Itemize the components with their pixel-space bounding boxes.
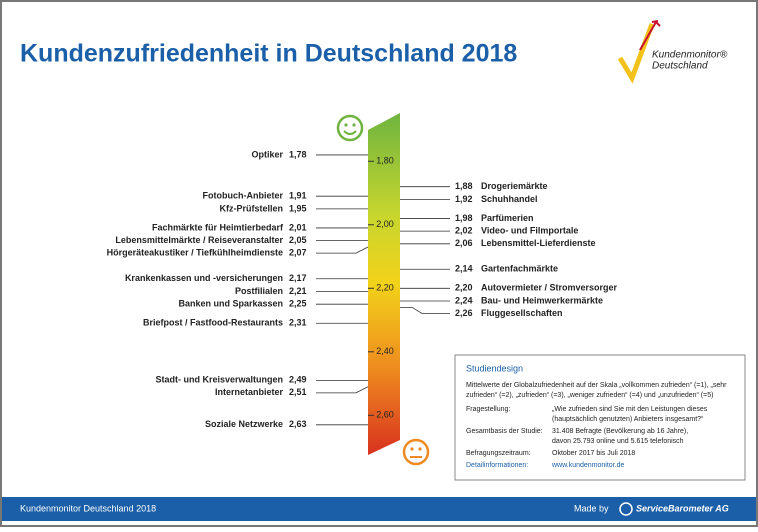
- footer-brand: ServiceBarometer AG: [636, 503, 729, 513]
- brand-icon: [619, 502, 633, 516]
- category-label: Autovermieter / Stromversorger: [481, 283, 618, 293]
- value-label: 2,21: [289, 286, 307, 296]
- logo-text: Kundenmonitor®: [652, 50, 728, 61]
- category-label: Hörgeräteakustiker / Tiefkühlheimdienste: [107, 248, 283, 258]
- value-label: 1,92: [455, 194, 473, 204]
- study-value: davon 25.793 online und 5.615 telefonisc…: [552, 438, 684, 445]
- logo: Kundenmonitor® Deutschland: [617, 20, 728, 84]
- logo-text: Deutschland: [652, 61, 708, 72]
- category-label: Fluggesellschaften: [481, 308, 563, 318]
- value-label: 2,24: [455, 295, 473, 305]
- value-label: 1,88: [455, 181, 473, 191]
- y-tick-label: 2,00: [376, 219, 394, 229]
- study-value: www.kundenmonitor.de: [551, 462, 624, 469]
- smiley-neutral: [402, 438, 430, 466]
- value-label: 2,02: [455, 226, 473, 236]
- category-label: Briefpost / Fastfood-Restaurants: [143, 318, 283, 328]
- value-label: 2,20: [455, 283, 473, 293]
- study-intro: Mittelwerte der Globalzufriedenheit auf …: [466, 382, 727, 389]
- value-label: 2,31: [289, 318, 307, 328]
- value-label: 1,91: [289, 191, 307, 201]
- value-label: 2,01: [289, 222, 307, 232]
- value-label: 1,98: [455, 213, 473, 223]
- footer-text: Made by: [574, 503, 609, 513]
- leader-line: [316, 386, 369, 394]
- category-label: Drogeriemärkte: [481, 181, 548, 191]
- category-label: Lebensmittel-Lieferdienste: [481, 238, 596, 248]
- study-label: Fragestellung:: [466, 406, 510, 413]
- logo-arrow: [639, 20, 661, 51]
- category-label: Soziale Netzwerke: [205, 419, 283, 429]
- category-label: Fotobuch-Anbieter: [203, 191, 284, 201]
- category-label: Bau- und Heimwerkermärkte: [481, 295, 603, 305]
- leader-line: [316, 246, 369, 254]
- value-label: 2,63: [289, 419, 307, 429]
- value-label: 1,95: [289, 203, 307, 213]
- value-label: 1,78: [289, 149, 307, 159]
- leader-line: [400, 306, 450, 314]
- y-tick-label: 2,60: [376, 410, 394, 420]
- value-label: 2,14: [455, 264, 473, 274]
- y-tick-label: 2,40: [376, 346, 394, 356]
- category-label: Stadt- und Kreisverwaltungen: [155, 375, 283, 385]
- study-value: (hauptsächlich genutzten) Anbieters insg…: [552, 416, 704, 423]
- category-label: Postfilialen: [235, 286, 283, 296]
- category-label: Gartenfachmärkte: [481, 264, 558, 274]
- category-label: Internetanbieter: [215, 387, 284, 397]
- study-value: 31.408 Befragte (Bevölkerung ab 16 Jahre…: [552, 428, 688, 435]
- y-tick-label: 2,20: [376, 283, 394, 293]
- study-box: [454, 354, 746, 481]
- chart-title: Kundenzufriedenheit in Deutschland 2018: [20, 40, 517, 68]
- study-label: Detailinformationen:: [466, 462, 528, 469]
- footer-bar: [2, 497, 756, 521]
- y-tick-label: 1,80: [376, 156, 394, 166]
- study-label: Gesamtbasis der Studie:: [466, 428, 543, 435]
- category-label: Kfz-Prüfstellen: [219, 203, 283, 213]
- category-label: Optiker: [251, 149, 283, 159]
- value-label: 2,26: [455, 308, 473, 318]
- study-value: Oktober 2017 bis Juli 2018: [552, 450, 635, 457]
- scale-bar: [368, 113, 400, 455]
- study-intro: zufrieden“ (=2), „zufrieden“ (=3), „weni…: [466, 392, 713, 399]
- category-label: Lebensmittelmärkte / Reiseveranstalter: [115, 235, 283, 245]
- value-label: 2,06: [455, 238, 473, 248]
- category-label: Fachmärkte für Heimtierbedarf: [152, 222, 284, 232]
- category-label: Video- und Filmportale: [481, 226, 578, 236]
- study-value: „Wie zufrieden sind Sie mit den Leistung…: [552, 406, 708, 413]
- footer-text: Kundenmonitor Deutschland 2018: [20, 503, 156, 513]
- value-label: 2,05: [289, 235, 307, 245]
- category-label: Schuhhandel: [481, 194, 538, 204]
- value-label: 2,07: [289, 248, 307, 258]
- category-label: Krankenkassen und -versicherungen: [125, 273, 283, 283]
- category-label: Banken und Sparkassen: [178, 299, 283, 309]
- value-label: 2,17: [289, 273, 307, 283]
- study-title: Studiendesign: [466, 363, 523, 373]
- value-label: 2,51: [289, 387, 307, 397]
- value-label: 2,49: [289, 375, 307, 385]
- study-label: Befragungszeitraum:: [466, 450, 531, 457]
- smiley-happy: [336, 114, 364, 142]
- category-label: Parfümerien: [481, 213, 534, 223]
- value-label: 2,25: [289, 299, 307, 309]
